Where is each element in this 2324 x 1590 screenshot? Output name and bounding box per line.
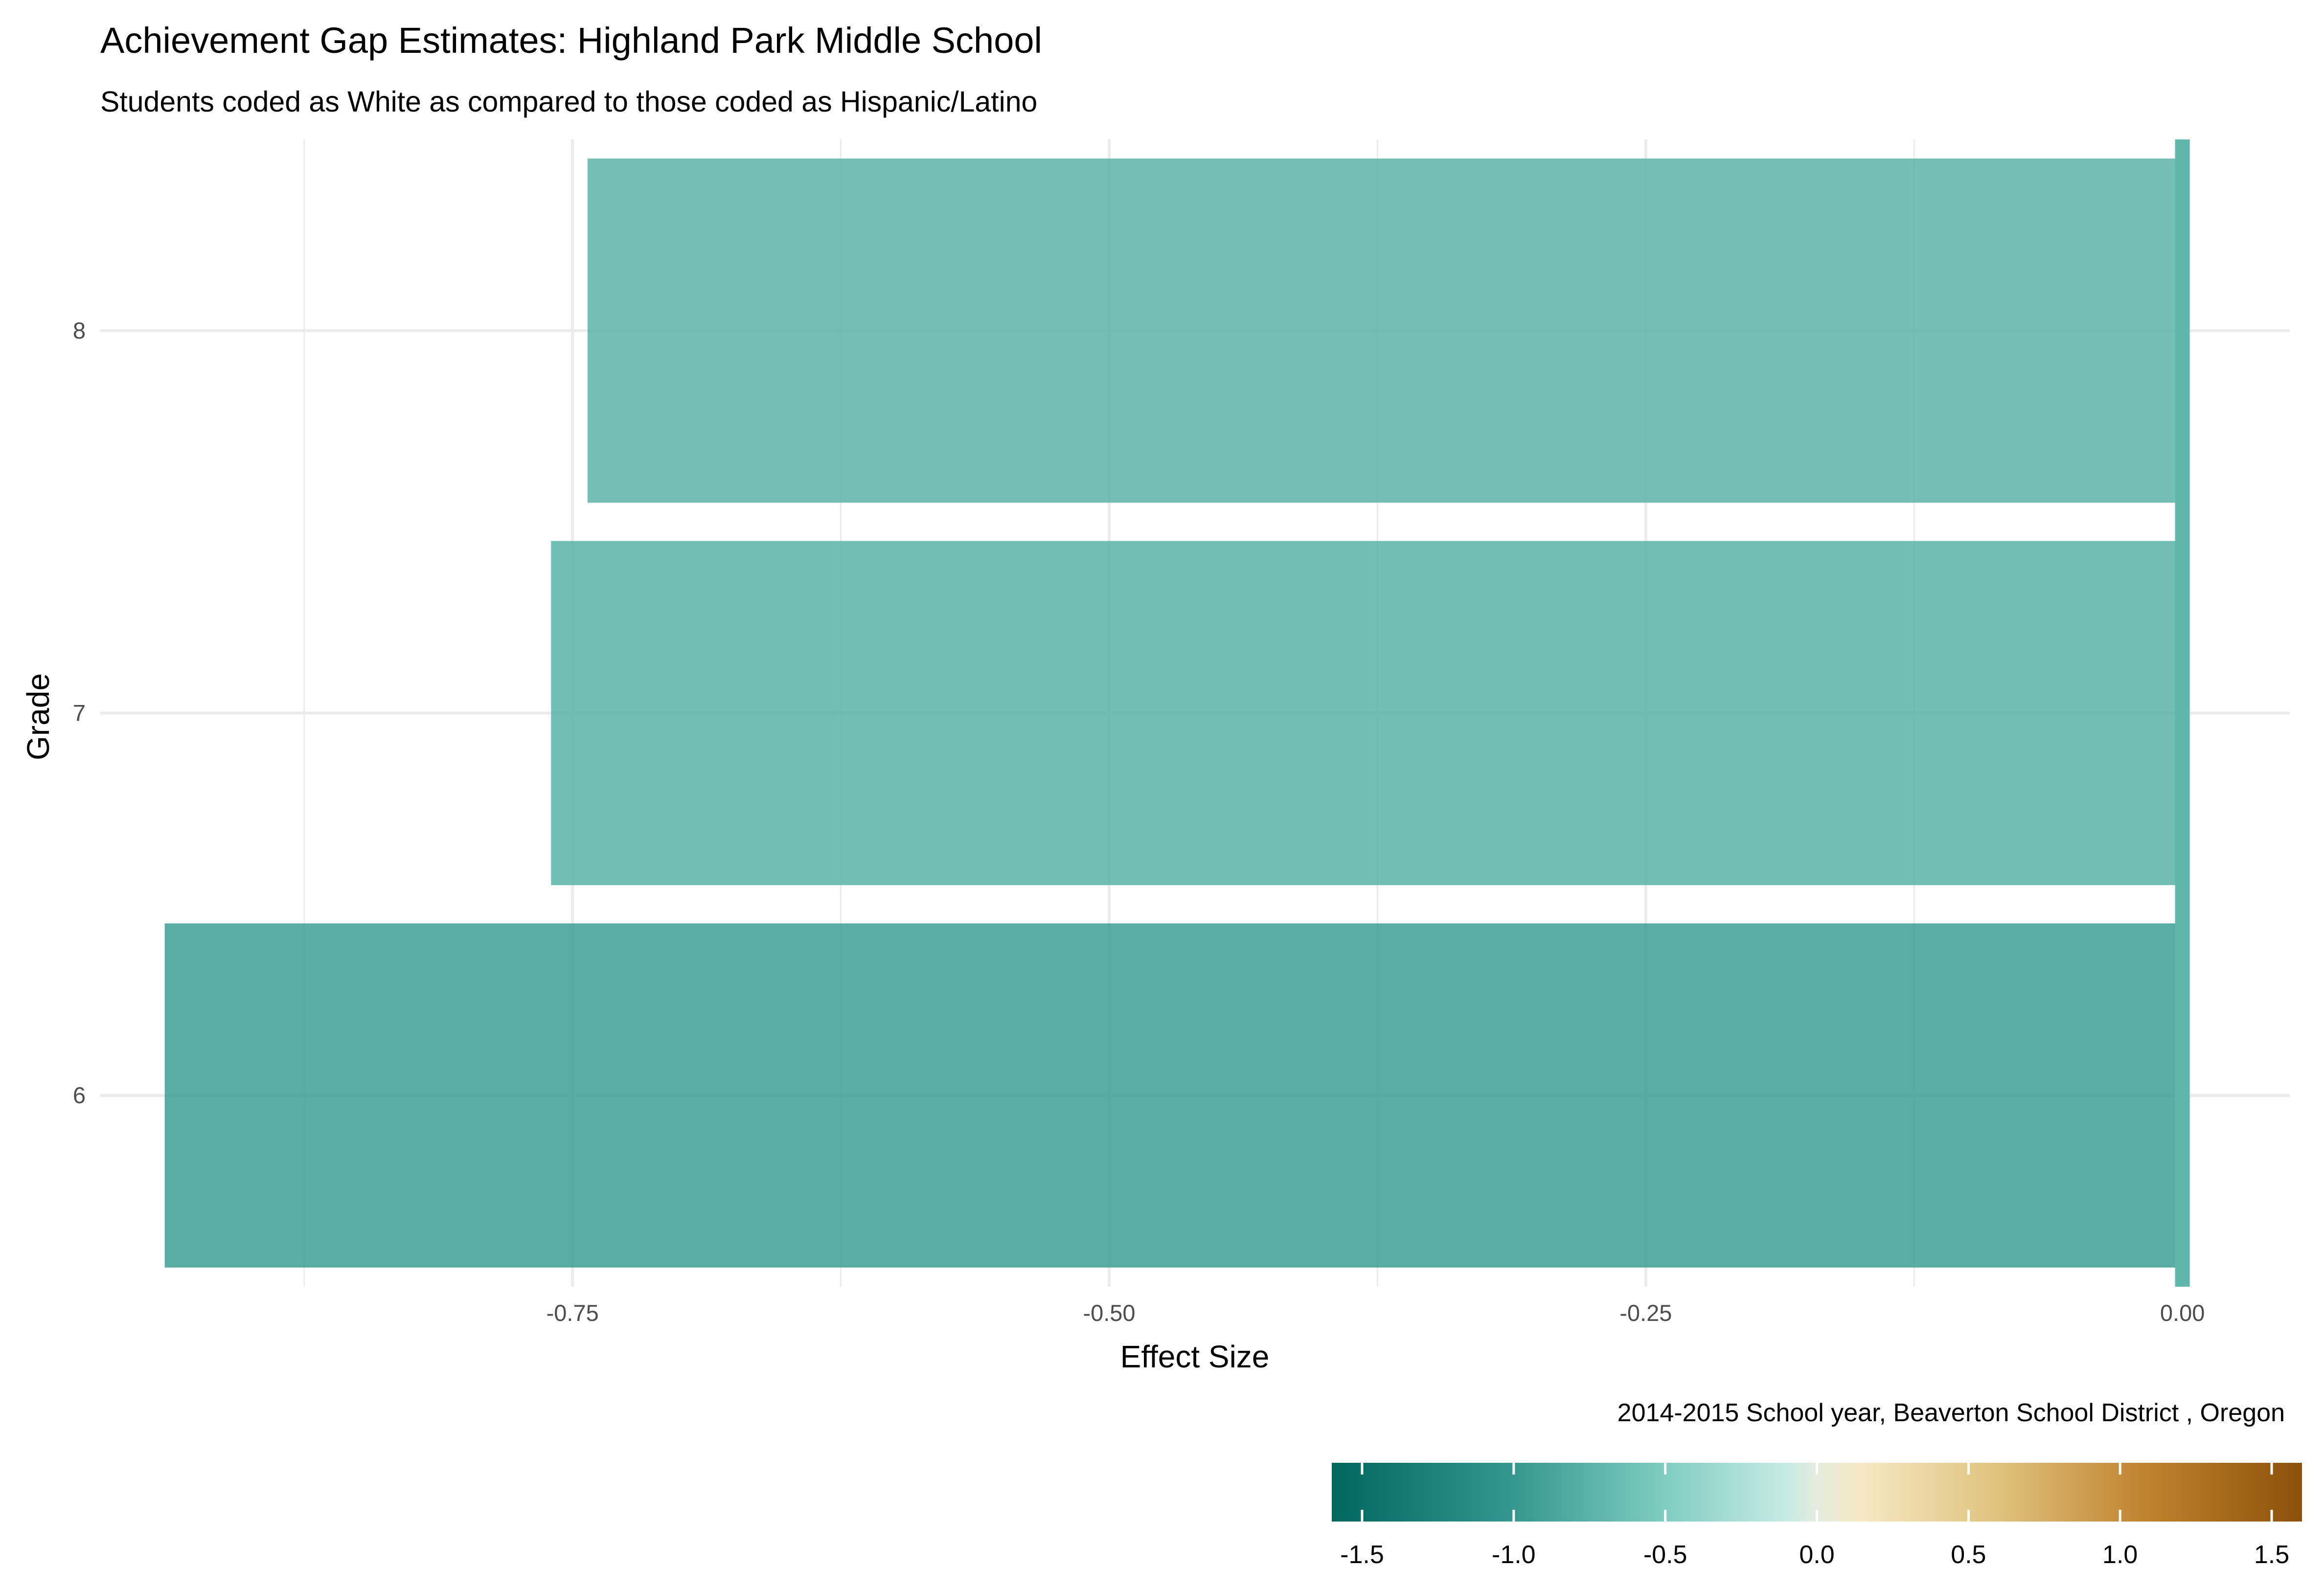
x-tick-label: -0.50 (1083, 1300, 1135, 1326)
bar-grade-8 (587, 159, 2183, 503)
plot-panel (100, 139, 2290, 1287)
x-tick-label: -0.75 (547, 1300, 599, 1326)
bar-grade-7 (551, 541, 2183, 886)
y-tick-label: 7 (73, 700, 86, 726)
chart-caption: 2014-2015 School year, Beaverton School … (1618, 1399, 2285, 1427)
y-tick-label: 6 (73, 1082, 86, 1108)
x-axis-title: Effect Size (1120, 1339, 1270, 1374)
chart-title: Achievement Gap Estimates: Highland Park… (100, 20, 1042, 61)
x-axis-tick-labels: -0.75 -0.50 -0.25 0.00 (547, 1300, 2205, 1326)
legend-tick-label: -1.5 (1340, 1541, 1384, 1569)
x-tick-label: 0.00 (2160, 1300, 2205, 1326)
y-tick-label: 8 (73, 318, 86, 343)
color-scale-ticks: -1.5 -1.0 -0.5 0.0 0.5 1.0 1.5 (1340, 1463, 2289, 1569)
legend-tick-label: 1.0 (2102, 1541, 2138, 1569)
legend-tick-label: 1.5 (2254, 1541, 2289, 1569)
legend-tick-label: 0.5 (1951, 1541, 1986, 1569)
legend-tick-label: 0.0 (1799, 1541, 1834, 1569)
bar-grade-6 (164, 923, 2183, 1268)
x-tick-label: -0.25 (1619, 1300, 1672, 1326)
bars (164, 159, 2183, 1268)
legend-tick-label: -0.5 (1643, 1541, 1687, 1569)
y-axis-title: Grade (21, 673, 56, 760)
chart-subtitle: Students coded as White as compared to t… (100, 86, 1037, 118)
y-axis-tick-labels: 6 7 8 (73, 318, 86, 1108)
legend-tick-label: -1.0 (1492, 1541, 1536, 1569)
color-scale-legend: -1.5 -1.0 -0.5 0.0 0.5 1.0 1.5 (1332, 1463, 2302, 1569)
